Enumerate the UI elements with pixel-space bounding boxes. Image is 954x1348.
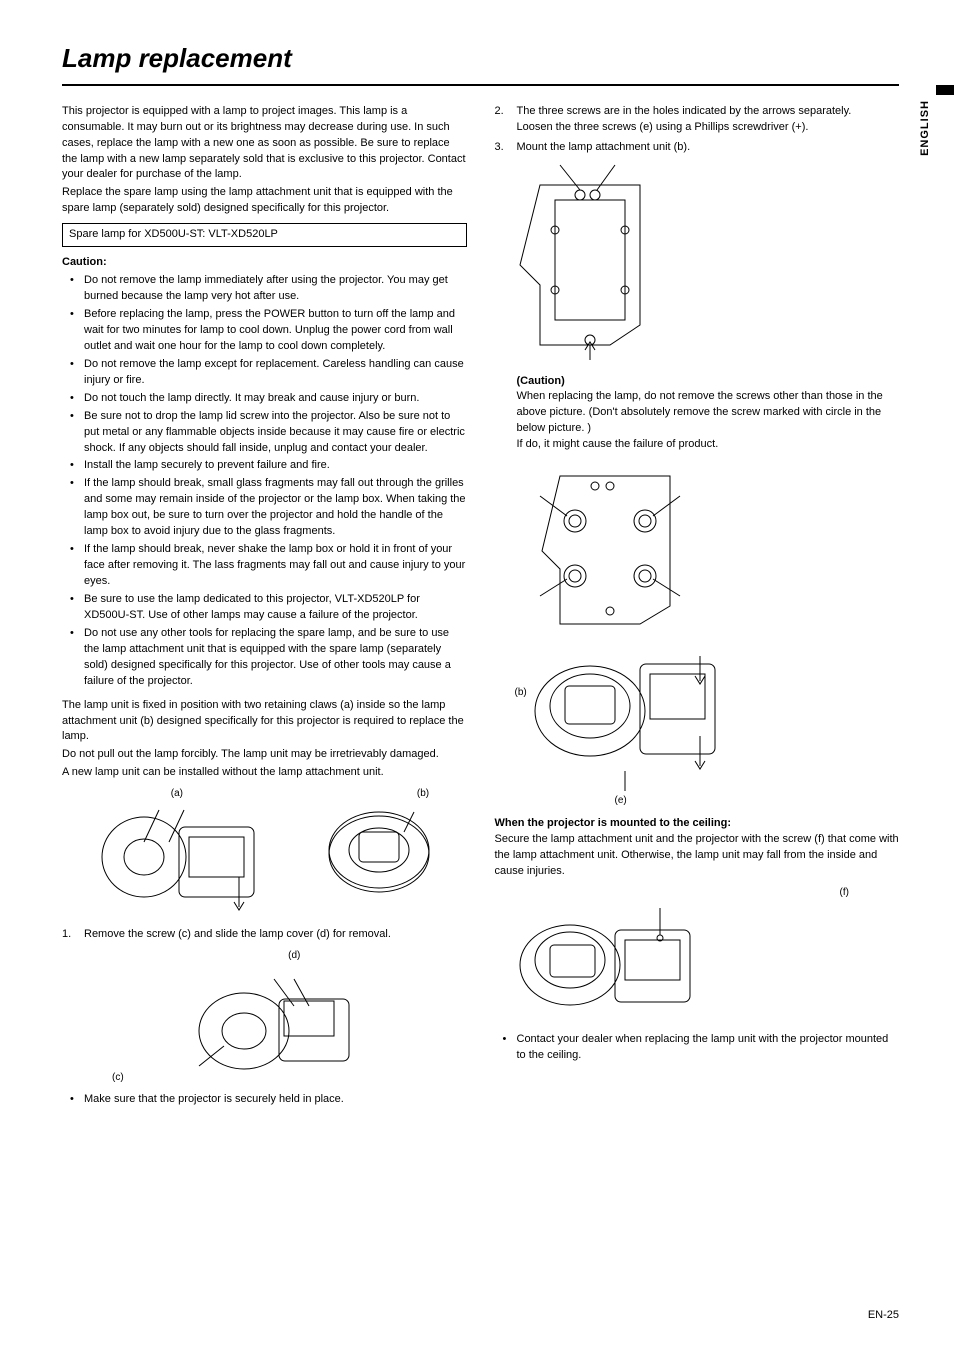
step-2b-text: Loosen the three screws (e) using a Phil…	[517, 121, 809, 133]
caution-item: Do not remove the lamp immediately after…	[62, 273, 467, 305]
caution-2-heading: (Caution)	[517, 374, 900, 390]
lamp-cover-diagram-icon	[164, 971, 364, 1081]
after-paragraph-2: Do not pull out the lamp forcibly. The l…	[62, 747, 467, 763]
projector-diagram-icon	[89, 802, 264, 917]
step-1-text: Remove the screw (c) and slide the lamp …	[84, 928, 391, 940]
final-note: Contact your dealer when replacing the l…	[495, 1032, 900, 1064]
step-3: 3. Mount the lamp attachment unit (b).	[495, 140, 900, 156]
caution-item: Do not touch the lamp directly. It may b…	[62, 391, 467, 407]
steps-list-left: 1. Remove the screw (c) and slide the la…	[62, 927, 467, 943]
step-2-text: The three screws are in the holes indica…	[517, 105, 852, 117]
ceiling-text: Secure the lamp attachment unit and the …	[495, 832, 900, 880]
figure-4-label-e: (e)	[615, 794, 627, 809]
after-paragraph-3: A new lamp unit can be installed without…	[62, 765, 467, 781]
figure-4: (b) (e)	[495, 461, 900, 806]
step-number: 2.	[495, 104, 504, 120]
ceiling-heading: When the projector is mounted to the cei…	[495, 816, 900, 832]
step-1-note: Make sure that the projector is securely…	[62, 1092, 467, 1108]
intro-paragraph-2: Replace the spare lamp using the lamp at…	[62, 185, 467, 217]
caution-item: Install the lamp securely to prevent fai…	[62, 458, 467, 474]
step-number: 1.	[62, 927, 71, 943]
figure-4-label-b: (b)	[515, 686, 527, 701]
final-note-list: Contact your dealer when replacing the l…	[495, 1032, 900, 1064]
attachment-mount-diagram-icon	[495, 461, 735, 806]
title-rule	[62, 84, 899, 86]
caution-2-text-1: When replacing the lamp, do not remove t…	[517, 389, 900, 437]
figure-3	[495, 160, 900, 360]
steps-list-right: 2. The three screws are in the holes ind…	[495, 104, 900, 156]
step-3-text: Mount the lamp attachment unit (b).	[517, 141, 691, 153]
step-1-note-list: Make sure that the projector is securely…	[62, 1092, 467, 1108]
caution-2-text-2: If do, it might cause the failure of pro…	[517, 437, 900, 453]
page-title: Lamp replacement	[62, 40, 899, 78]
figure-5-label-f: (f)	[495, 886, 900, 901]
step-2: 2. The three screws are in the holes ind…	[495, 104, 900, 136]
figure-1a: (a)	[89, 787, 264, 917]
right-column: 2. The three screws are in the holes ind…	[495, 104, 900, 1116]
language-marker	[936, 85, 954, 95]
intro-paragraph-1: This projector is equipped with a lamp t…	[62, 104, 467, 184]
figure-1a-label: (a)	[89, 787, 264, 802]
spare-lamp-box: Spare lamp for XD500U-ST: VLT-XD520LP	[62, 223, 467, 247]
caution-item: If the lamp should break, small glass fr…	[62, 476, 467, 540]
page-number: EN-25	[868, 1308, 899, 1324]
caution-heading: Caution:	[62, 255, 467, 271]
figure-1b-label: (b)	[319, 787, 439, 802]
step-number: 3.	[495, 140, 504, 156]
ceiling-screw-diagram-icon	[495, 900, 705, 1020]
caution-2-block: (Caution) When replacing the lamp, do no…	[495, 374, 900, 454]
caution-item: Be sure not to drop the lamp lid screw i…	[62, 409, 467, 457]
caution-item: Be sure to use the lamp dedicated to thi…	[62, 592, 467, 624]
left-column: This projector is equipped with a lamp t…	[62, 104, 467, 1116]
language-tab: ENGLISH	[918, 100, 934, 156]
figure-2: (d) (c)	[62, 949, 467, 1086]
figure-row-1: (a) (b)	[62, 787, 467, 917]
figure-5: (f)	[495, 886, 900, 1021]
lamp-attachment-diagram-icon	[319, 802, 439, 902]
figure-2-label-d: (d)	[122, 949, 467, 964]
screw-location-diagram-icon	[495, 160, 685, 360]
caution-item: If the lamp should break, never shake th…	[62, 542, 467, 590]
step-1: 1. Remove the screw (c) and slide the la…	[62, 927, 467, 943]
figure-2-label-c: (c)	[112, 1071, 467, 1086]
caution-item: Before replacing the lamp, press the POW…	[62, 307, 467, 355]
after-paragraph-1: The lamp unit is fixed in position with …	[62, 698, 467, 746]
caution-item: Do not remove the lamp except for replac…	[62, 357, 467, 389]
content-columns: This projector is equipped with a lamp t…	[62, 104, 899, 1116]
figure-1b: (b)	[319, 787, 439, 902]
caution-list: Do not remove the lamp immediately after…	[62, 273, 467, 689]
caution-item: Do not use any other tools for replacing…	[62, 626, 467, 690]
